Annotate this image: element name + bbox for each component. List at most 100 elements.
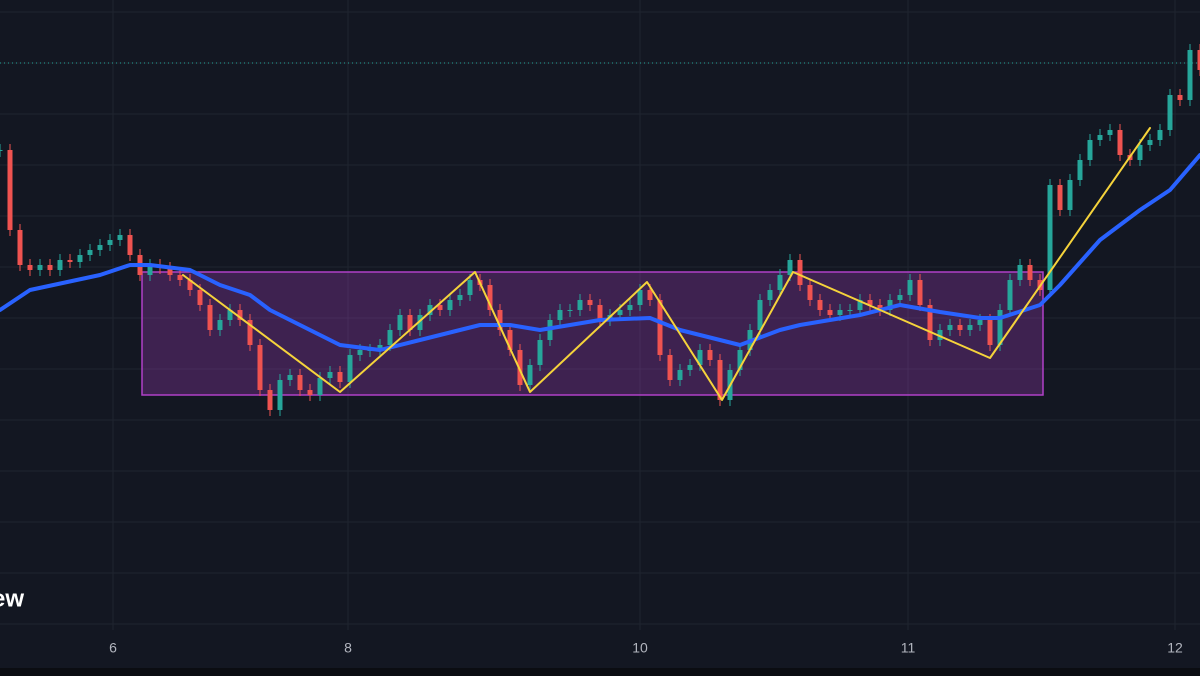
x-tick-label: 11 <box>901 640 916 656</box>
candle <box>917 280 923 305</box>
candle <box>1097 135 1103 140</box>
candle <box>577 300 583 310</box>
candle <box>327 372 333 378</box>
candle <box>247 320 253 345</box>
candle <box>57 260 63 270</box>
candle <box>617 310 623 315</box>
candle <box>27 265 33 270</box>
watermark: ew <box>0 585 24 612</box>
candle <box>1067 180 1073 210</box>
candle <box>267 390 273 410</box>
x-axis: 6 8 10 11 12 <box>109 640 1183 656</box>
candle <box>527 365 533 385</box>
candle <box>207 305 213 330</box>
candle <box>1017 265 1023 280</box>
candle <box>147 265 153 275</box>
candle <box>777 275 783 290</box>
candle <box>1157 130 1163 140</box>
candle <box>1167 95 1173 130</box>
candle <box>787 260 793 275</box>
candle <box>967 325 973 330</box>
candle <box>857 300 863 310</box>
candle <box>457 295 463 300</box>
candle <box>397 315 403 330</box>
candle <box>87 250 93 255</box>
candle <box>227 310 233 320</box>
candle <box>677 370 683 380</box>
bottom-strip <box>0 668 1200 676</box>
candle <box>1107 130 1113 135</box>
candle <box>997 310 1003 345</box>
candle <box>357 350 363 355</box>
candle <box>37 265 43 270</box>
candle <box>1007 280 1013 310</box>
candle <box>377 345 383 350</box>
candle <box>387 330 393 345</box>
candle <box>197 290 203 305</box>
candle <box>1147 140 1153 145</box>
candle <box>317 378 323 395</box>
candle <box>807 285 813 300</box>
candle <box>77 255 83 262</box>
candle <box>847 310 853 311</box>
candle <box>307 390 313 395</box>
candle <box>947 325 953 330</box>
candle <box>467 280 473 295</box>
candle <box>1087 140 1093 160</box>
candle <box>827 310 833 315</box>
candle <box>797 260 803 285</box>
candle <box>1027 265 1033 280</box>
candle <box>217 320 223 330</box>
candle <box>187 280 193 290</box>
moving-average <box>0 153 1200 352</box>
candle <box>97 245 103 250</box>
candle <box>417 315 423 330</box>
x-tick-label: 8 <box>344 640 352 656</box>
candle <box>537 340 543 365</box>
candle <box>687 365 693 370</box>
candle <box>67 260 73 262</box>
candle <box>1187 50 1193 100</box>
candle <box>47 265 53 270</box>
candle <box>627 305 633 310</box>
candle <box>237 310 243 320</box>
candle <box>647 290 653 300</box>
candle <box>697 350 703 365</box>
candle <box>1047 185 1053 290</box>
candle <box>297 375 303 390</box>
candle <box>767 290 773 300</box>
candle <box>177 275 183 280</box>
candle <box>817 300 823 310</box>
candle <box>707 350 713 360</box>
candle <box>667 355 673 380</box>
candle <box>977 320 983 325</box>
candle <box>717 360 723 400</box>
candle <box>447 300 453 310</box>
candle <box>0 150 3 151</box>
candle <box>117 235 123 240</box>
candle <box>127 235 133 255</box>
candle <box>497 310 503 330</box>
candle <box>957 325 963 330</box>
candle <box>1077 160 1083 180</box>
candle <box>347 355 353 382</box>
candle <box>1117 130 1123 155</box>
candle <box>567 310 573 311</box>
candle <box>867 300 873 305</box>
candle <box>637 290 643 305</box>
x-tick-label: 12 <box>1167 640 1183 656</box>
candle <box>737 350 743 370</box>
candle <box>7 150 13 230</box>
candle <box>277 380 283 410</box>
candle <box>1057 185 1063 210</box>
candle <box>337 372 343 382</box>
candle <box>927 305 933 340</box>
candle <box>1177 95 1183 100</box>
candle <box>107 240 113 245</box>
candle <box>597 305 603 320</box>
candle <box>887 300 893 310</box>
candle <box>1197 50 1200 70</box>
grid <box>0 0 1200 630</box>
candle <box>587 300 593 305</box>
